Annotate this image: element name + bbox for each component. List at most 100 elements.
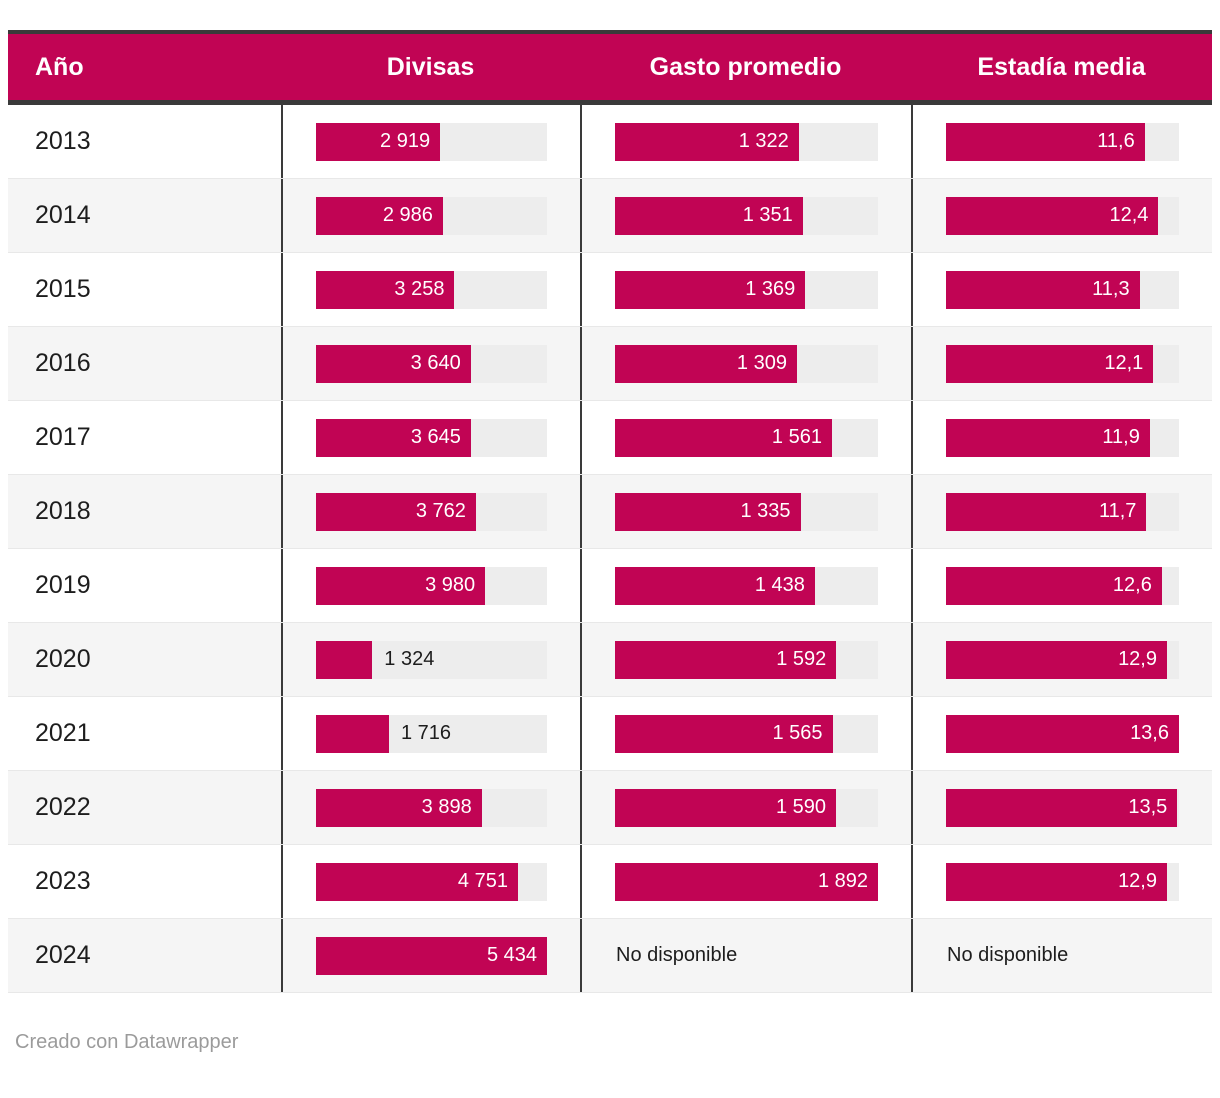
divisas-bar: 2 986 bbox=[316, 196, 443, 235]
estadia-bar-track: 11,3 bbox=[946, 270, 1179, 309]
estadia-value-label: 12,9 bbox=[1118, 648, 1157, 670]
divisas-bar bbox=[316, 640, 373, 679]
year-label: 2013 bbox=[35, 127, 91, 155]
estadia-value-label: 13,6 bbox=[1130, 722, 1169, 744]
estadia-value-label: 12,4 bbox=[1109, 204, 1149, 226]
divisas-value-label: 2 986 bbox=[382, 204, 433, 226]
estadia-value-label: 11,7 bbox=[1098, 500, 1137, 522]
gasto-not-available: No disponible bbox=[580, 919, 911, 992]
gasto-bar: 1 892 bbox=[615, 862, 878, 901]
divisas-value-label: 3 258 bbox=[394, 278, 445, 300]
table-row: 2018 3 762 1 335 11,7 bbox=[8, 475, 1212, 549]
gasto-cell: 1 565 bbox=[580, 697, 911, 770]
estadia-cell: 11,9 bbox=[911, 401, 1212, 474]
gasto-value-label: 1 592 bbox=[776, 648, 827, 670]
year-label: 2019 bbox=[35, 571, 91, 599]
year-label: 2020 bbox=[35, 645, 91, 673]
gasto-bar: 1 590 bbox=[615, 788, 837, 827]
gasto-bar: 1 565 bbox=[615, 714, 833, 753]
gasto-bar-track: 1 335 bbox=[615, 492, 878, 531]
estadia-value-label: 12,9 bbox=[1118, 870, 1157, 892]
gasto-bar: 1 438 bbox=[615, 566, 815, 605]
divisas-value-label: 3 640 bbox=[410, 352, 461, 374]
table-row: 2024 5 434 No disponible No disponible bbox=[8, 919, 1212, 993]
divisas-cell: 4 751 bbox=[281, 845, 580, 918]
gasto-bar: 1 369 bbox=[615, 270, 806, 309]
table-row: 2020 1 324 1 592 12,9 bbox=[8, 623, 1212, 697]
estadia-cell: 11,6 bbox=[911, 105, 1212, 178]
gasto-bar-track: 1 592 bbox=[615, 640, 878, 679]
gasto-bar: 1 592 bbox=[615, 640, 837, 679]
estadia-bar: 12,4 bbox=[946, 196, 1159, 235]
table-row: 2016 3 640 1 309 12,1 bbox=[8, 327, 1212, 401]
estadia-bar-track: 13,6 bbox=[946, 714, 1179, 753]
gasto-value-label: 1 322 bbox=[738, 130, 789, 152]
divisas-bar-track: 2 919 bbox=[316, 122, 547, 161]
estadia-bar: 12,1 bbox=[946, 344, 1154, 383]
estadia-bar: 12,6 bbox=[946, 566, 1162, 605]
estadia-bar: 11,6 bbox=[946, 122, 1145, 161]
estadia-bar-track: 12,4 bbox=[946, 196, 1179, 235]
estadia-value-label: 11,6 bbox=[1097, 130, 1135, 152]
divisas-bar-track: 1 324 bbox=[316, 640, 547, 679]
table-row: 2022 3 898 1 590 13,5 bbox=[8, 771, 1212, 845]
gasto-cell: 1 351 bbox=[580, 179, 911, 252]
estadia-bar: 11,9 bbox=[946, 418, 1150, 457]
gasto-bar: 1 351 bbox=[615, 196, 803, 235]
gasto-value-label: 1 335 bbox=[740, 500, 791, 522]
divisas-cell: 2 986 bbox=[281, 179, 580, 252]
gasto-cell: 1 561 bbox=[580, 401, 911, 474]
divisas-value-label: 1 716 bbox=[400, 722, 451, 744]
bar-table: Año Divisas Gasto promedio Estadía media… bbox=[8, 30, 1212, 993]
table-row: 2021 1 716 1 565 13,6 bbox=[8, 697, 1212, 771]
gasto-value-label: 1 892 bbox=[817, 870, 868, 892]
gasto-cell: 1 335 bbox=[580, 475, 911, 548]
year-label: 2015 bbox=[35, 275, 91, 303]
divisas-bar-track: 2 986 bbox=[316, 196, 547, 235]
chart-footer: Creado con Datawrapper bbox=[15, 1031, 1220, 1054]
divisas-bar-track: 3 258 bbox=[316, 270, 547, 309]
estadia-bar: 12,9 bbox=[946, 640, 1167, 679]
estadia-bar: 11,7 bbox=[946, 492, 1147, 531]
estadia-bar: 13,6 bbox=[946, 714, 1179, 753]
divisas-bar-track: 3 645 bbox=[316, 418, 547, 457]
table-header-row: Año Divisas Gasto promedio Estadía media bbox=[8, 30, 1212, 105]
gasto-bar-track: 1 351 bbox=[615, 196, 878, 235]
estadia-bar-track: 13,5 bbox=[946, 788, 1179, 827]
divisas-cell: 5 434 bbox=[281, 919, 580, 992]
gasto-bar-track: 1 590 bbox=[615, 788, 878, 827]
column-header-ano: Año bbox=[35, 52, 84, 81]
divisas-bar: 3 980 bbox=[316, 566, 486, 605]
divisas-bar-track: 5 434 bbox=[316, 936, 547, 975]
divisas-cell: 3 258 bbox=[281, 253, 580, 326]
estadia-value-label: 12,1 bbox=[1104, 352, 1144, 374]
estadia-value-label: 12,6 bbox=[1112, 574, 1152, 596]
divisas-bar: 3 898 bbox=[316, 788, 482, 827]
estadia-bar-track: 12,9 bbox=[946, 640, 1179, 679]
gasto-cell: 1 322 bbox=[580, 105, 911, 178]
estadia-cell: 12,9 bbox=[911, 623, 1212, 696]
gasto-bar-track: 1 369 bbox=[615, 270, 878, 309]
table-row: 2017 3 645 1 561 11,9 bbox=[8, 401, 1212, 475]
estadia-not-available: No disponible bbox=[911, 919, 1212, 992]
gasto-cell: 1 892 bbox=[580, 845, 911, 918]
divisas-cell: 3 762 bbox=[281, 475, 580, 548]
divisas-value-label: 5 434 bbox=[486, 944, 537, 966]
divisas-bar: 3 762 bbox=[316, 492, 476, 531]
divisas-cell: 3 898 bbox=[281, 771, 580, 844]
table-row: 2023 4 751 1 892 12,9 bbox=[8, 845, 1212, 919]
year-label: 2021 bbox=[35, 719, 91, 747]
gasto-value-label: 1 590 bbox=[775, 796, 827, 818]
estadia-value-label: 11,9 bbox=[1102, 426, 1140, 448]
divisas-cell: 3 980 bbox=[281, 549, 580, 622]
divisas-bar-track: 3 898 bbox=[316, 788, 547, 827]
estadia-cell: 12,1 bbox=[911, 327, 1212, 400]
datawrapper-credit[interactable]: Creado con Datawrapper bbox=[15, 1031, 239, 1053]
estadia-cell: 11,7 bbox=[911, 475, 1212, 548]
divisas-cell: 2 919 bbox=[281, 105, 580, 178]
divisas-cell: 3 640 bbox=[281, 327, 580, 400]
estadia-value-label: 13,5 bbox=[1128, 796, 1168, 818]
divisas-bar: 3 645 bbox=[316, 418, 471, 457]
divisas-bar-track: 1 716 bbox=[316, 714, 547, 753]
divisas-value-label: 3 762 bbox=[415, 500, 466, 522]
